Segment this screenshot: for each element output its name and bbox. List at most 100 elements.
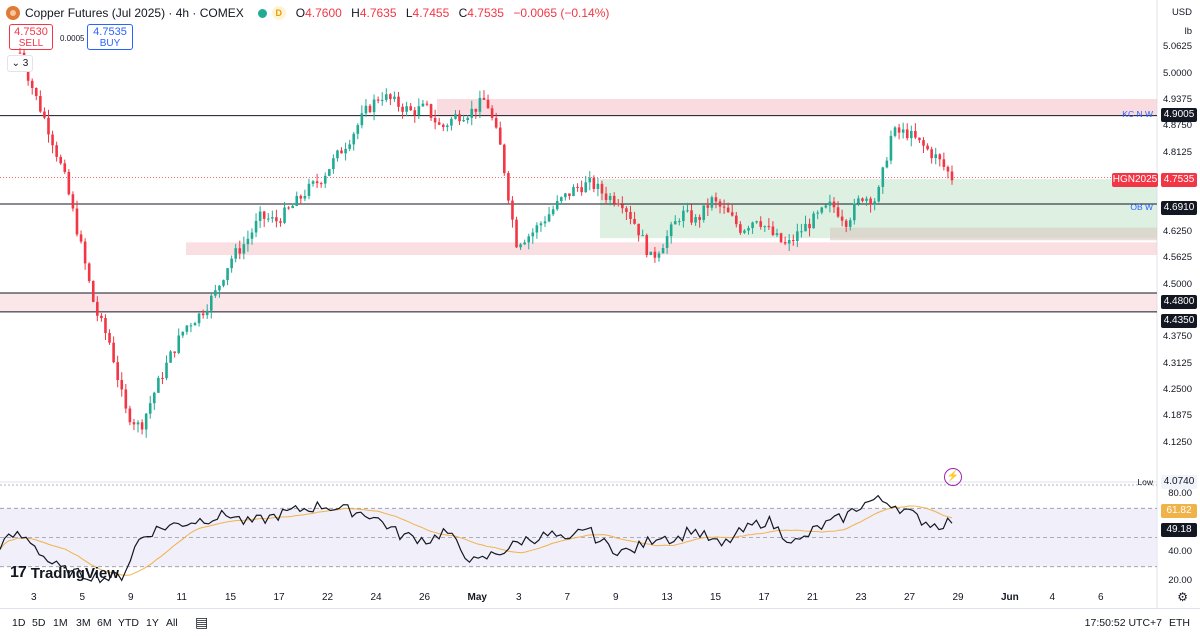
candle-body [104, 318, 107, 333]
candle-body [470, 108, 474, 118]
gear-icon[interactable]: ⚙ [1177, 590, 1188, 604]
rsi-tick-label: 80.00 [1168, 487, 1192, 499]
candle-body [767, 226, 771, 228]
symbol-title[interactable]: Copper Futures (Jul 2025) · 4h · COMEX [25, 6, 244, 20]
candle-body [279, 221, 282, 223]
kcnw-level-tag: KC N W [1122, 109, 1153, 119]
candle-body [531, 232, 535, 237]
candle-body [507, 173, 510, 201]
candle-body [588, 177, 592, 183]
sell-price: 4.7530 [14, 26, 48, 38]
candle-body [950, 171, 954, 181]
range-button[interactable]: All [166, 617, 178, 629]
candle-body [934, 154, 938, 159]
unit-selector[interactable]: lb [1184, 26, 1192, 37]
candle-body [535, 225, 539, 233]
clock-text[interactable]: 17:50:52 UTC+7 [1084, 617, 1162, 629]
candle-body [75, 208, 79, 235]
date-range-icon[interactable]: ▤ [195, 614, 209, 630]
candle-body [848, 220, 852, 227]
bottom-toolbar [0, 608, 1200, 636]
demand-zone [186, 242, 1157, 255]
currency-selector[interactable]: USD [1171, 7, 1192, 18]
ohlc-high: 4.7635 [359, 6, 397, 20]
candle-body [140, 422, 144, 430]
range-button[interactable]: 5D [32, 617, 46, 629]
candle-body [401, 106, 404, 112]
candle-body [71, 194, 75, 209]
time-tick-label: 7 [564, 592, 571, 603]
range-button[interactable]: 3M [76, 617, 91, 629]
candle-body [421, 103, 425, 107]
ohlc-low: 4.7455 [412, 6, 450, 20]
candle-body [148, 403, 152, 414]
candle-body [621, 204, 624, 209]
candle-body [441, 124, 445, 128]
candle-body [328, 169, 331, 176]
candle-body [311, 181, 315, 184]
candle-body [222, 280, 225, 286]
candle-body [828, 201, 832, 206]
candle-body [425, 103, 429, 105]
rsi-line [0, 494, 953, 584]
candle-body [478, 97, 482, 112]
candle-body [698, 217, 701, 220]
candle-body [515, 219, 518, 248]
candle-body [730, 212, 734, 216]
candle-body [486, 99, 490, 109]
indicators-toggle[interactable]: ⌄ 3 [7, 55, 33, 72]
time-tick-label: 9 [128, 592, 134, 603]
candle-body [275, 217, 278, 222]
candle-body [543, 221, 547, 224]
price-tick-label: 4.9375 [1162, 94, 1192, 106]
candle-body [193, 323, 197, 326]
candle-body [417, 106, 421, 116]
candle-body [262, 211, 266, 219]
candle-body [128, 408, 132, 423]
range-button[interactable]: 1M [53, 617, 68, 629]
range-button[interactable]: 1Y [146, 617, 159, 629]
range-button[interactable]: 1D [12, 617, 26, 629]
candle-body [612, 195, 616, 204]
candle-body [189, 325, 193, 327]
candle-body [519, 244, 522, 248]
range-button[interactable]: 6M [97, 617, 112, 629]
spread-value: 0.0005 [60, 34, 85, 43]
candle-body [376, 99, 380, 101]
candle-body [690, 210, 693, 223]
candle-body [661, 247, 665, 254]
level-price-label-2: 4.4350 [1161, 314, 1197, 328]
range-button[interactable]: YTD [118, 617, 139, 629]
time-tick-label: 15 [710, 592, 722, 603]
candle-body [791, 240, 795, 242]
time-tick-label: 5 [79, 592, 86, 603]
candle-body [596, 183, 600, 189]
candle-body [185, 325, 189, 332]
time-tick-label: 13 [661, 592, 673, 603]
candle-body [734, 215, 738, 225]
ohlc-change: −0.0065 (−0.14%) [513, 6, 610, 20]
candle-body [775, 233, 779, 236]
candle-body [759, 221, 763, 227]
candle-body [836, 207, 840, 217]
candle-body [413, 110, 417, 116]
candle-body [771, 226, 775, 236]
candle-body [564, 193, 567, 198]
candle-body [161, 377, 164, 379]
candle-body [844, 220, 848, 227]
lightning-event-icon[interactable]: ⚡ [944, 468, 962, 486]
price-tick-label: 5.0000 [1162, 67, 1192, 79]
candle-body [938, 154, 942, 160]
level-price-label-1: 4.4800 [1161, 295, 1197, 309]
buy-button[interactable]: 4.7535 BUY [87, 24, 133, 50]
sell-button[interactable]: 4.7530 SELL [9, 24, 53, 50]
candle-body [787, 240, 791, 244]
session-toggle[interactable]: ETH [1169, 617, 1190, 629]
candle-body [254, 220, 258, 233]
candle-body [368, 105, 372, 113]
candle-body [181, 331, 185, 336]
candle-body [694, 217, 697, 223]
candle-body [584, 182, 588, 193]
candle-body [547, 214, 551, 222]
